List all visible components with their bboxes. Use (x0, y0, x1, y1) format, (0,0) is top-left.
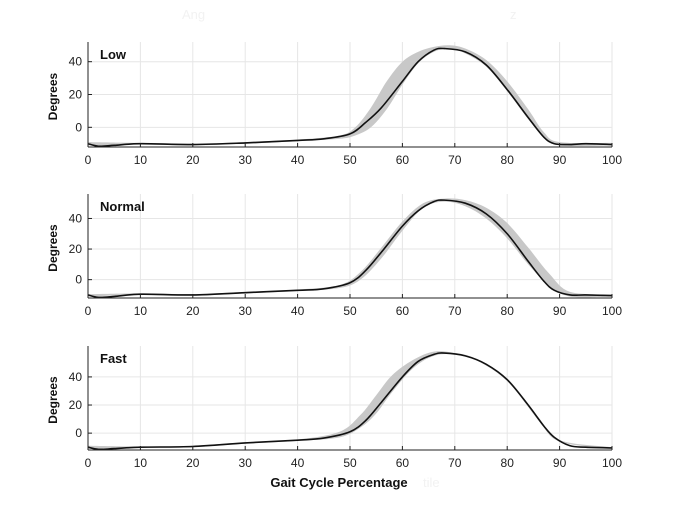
low-x-tick-label-40: 40 (291, 153, 305, 167)
fast-x-tick-label-40: 40 (291, 456, 305, 470)
normal-x-tick-label-30: 30 (239, 304, 253, 318)
low-x-tick-label-60: 60 (396, 153, 410, 167)
fast-x-tick-label-90: 90 (553, 456, 567, 470)
fast-x-tick-label-60: 60 (396, 456, 410, 470)
normal-variability-band (88, 198, 612, 298)
low-x-tick-label-0: 0 (85, 153, 92, 167)
fast-x-tick-label-80: 80 (501, 456, 515, 470)
low-x-tick-label-50: 50 (343, 153, 357, 167)
low-annotation: Low (100, 47, 127, 62)
low-x-tick-label-70: 70 (448, 153, 462, 167)
fast-y-tick-label-20: 20 (69, 398, 83, 412)
fast-x-tick-label-0: 0 (85, 456, 92, 470)
low-y-axis-label: Degrees (46, 73, 60, 121)
fast-y-axis-label: Degrees (46, 376, 60, 424)
low-x-tick-label-80: 80 (501, 153, 515, 167)
fast-x-tick-label-30: 30 (239, 456, 253, 470)
normal-x-tick-label-20: 20 (186, 304, 200, 318)
low-mean-line (87, 47, 613, 148)
subplot-low: 0 10 20 30 40 50 60 70 80 90 100 0 20 40 Degrees Low (46, 42, 622, 167)
fast-x-tick-label-100: 100 (602, 456, 622, 470)
fast-x-tick-label-50: 50 (343, 456, 357, 470)
low-x-tick-label-10: 10 (134, 153, 148, 167)
fast-x-tick-label-70: 70 (448, 456, 462, 470)
fast-y-tick-label-40: 40 (69, 370, 83, 384)
fast-x-tick-label-20: 20 (186, 456, 200, 470)
normal-y-tick-label-40: 40 (69, 211, 83, 225)
fast-variability-band (88, 351, 612, 449)
faint-header-left: Ang (182, 7, 205, 22)
normal-x-tick-label-70: 70 (448, 304, 462, 318)
normal-x-tick-label-10: 10 (134, 304, 148, 318)
low-x-tick-label-30: 30 (239, 153, 253, 167)
faint-header-right: z (510, 7, 517, 22)
low-y-tick-label-20: 20 (69, 88, 83, 102)
fast-mean-line (87, 352, 613, 451)
low-x-tick-label-100: 100 (602, 153, 622, 167)
low-x-tick-label-20: 20 (186, 153, 200, 167)
normal-x-tick-label-50: 50 (343, 304, 357, 318)
subplot-normal: 0 10 20 30 40 50 60 70 80 90 100 0 20 40 Degrees Normal (46, 194, 622, 318)
shared-x-axis-label: Gait Cycle Percentage (270, 475, 407, 490)
fast-x-tick-label-10: 10 (134, 456, 148, 470)
normal-x-tick-label-100: 100 (602, 304, 622, 318)
normal-y-tick-label-20: 20 (69, 242, 83, 256)
normal-x-tick-label-90: 90 (553, 304, 567, 318)
normal-x-tick-label-80: 80 (501, 304, 515, 318)
fast-annotation: Fast (100, 351, 127, 366)
subplot-fast: 0 10 20 30 40 50 60 70 80 90 100 0 20 40 Degrees Fast (46, 346, 622, 470)
normal-annotation: Normal (100, 199, 145, 214)
low-x-tick-label-90: 90 (553, 153, 567, 167)
low-y-tick-label-0: 0 (75, 120, 82, 134)
low-y-tick-label-40: 40 (69, 55, 83, 69)
normal-x-tick-label-40: 40 (291, 304, 305, 318)
fast-y-tick-label-0: 0 (75, 426, 82, 440)
normal-mean-line (87, 199, 613, 299)
normal-x-tick-label-0: 0 (85, 304, 92, 318)
faint-footer: tile (423, 475, 440, 490)
normal-y-tick-label-0: 0 (75, 273, 82, 287)
normal-x-tick-label-60: 60 (396, 304, 410, 318)
normal-y-axis-label: Degrees (46, 224, 60, 272)
